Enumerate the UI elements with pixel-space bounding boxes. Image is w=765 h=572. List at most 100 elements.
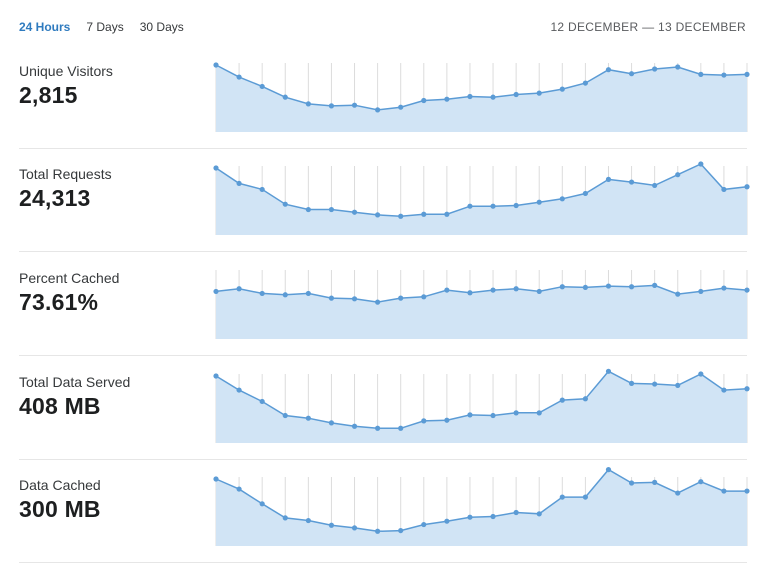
- data-point: [698, 371, 704, 377]
- data-point: [628, 284, 635, 290]
- data-point: [236, 74, 242, 80]
- data-point: [259, 501, 265, 507]
- data-point: [721, 72, 727, 78]
- data-point: [421, 211, 427, 217]
- data-point: [375, 425, 381, 431]
- metric-label: Percent Cached: [19, 270, 120, 286]
- data-point: [605, 176, 612, 182]
- metric-value: 24,313: [19, 185, 91, 211]
- data-point: [421, 97, 427, 104]
- data-point: [513, 202, 519, 209]
- data-point: [513, 509, 519, 516]
- data-point: [351, 296, 358, 302]
- data-point: [467, 514, 473, 520]
- data-point: [559, 86, 565, 92]
- date-range-label: 12 DECEMBER — 13 DECEMBER: [550, 20, 746, 34]
- data-point: [675, 291, 681, 297]
- data-point: [351, 209, 358, 215]
- data-point: [605, 368, 612, 374]
- data-point: [698, 161, 704, 167]
- data-point: [628, 380, 635, 386]
- data-point: [213, 476, 219, 482]
- data-point: [282, 94, 288, 100]
- metric-value: 408 MB: [19, 393, 101, 419]
- tab-24-hours[interactable]: 24 Hours: [19, 20, 71, 34]
- data-point: [213, 373, 219, 379]
- data-point: [444, 518, 450, 524]
- data-point: [652, 282, 658, 288]
- data-point: [305, 206, 311, 213]
- data-point: [582, 284, 588, 291]
- data-point: [744, 386, 750, 392]
- data-point: [467, 203, 473, 209]
- metric-unique-visitors: Unique Visitors 2,815: [19, 45, 750, 149]
- data-point: [744, 71, 750, 77]
- data-point: [421, 521, 427, 528]
- data-point: [698, 479, 704, 485]
- metric-data-cached: Data Cached 300 MB: [19, 459, 750, 563]
- data-point: [628, 71, 635, 77]
- time-range-tabs: 24 Hours 7 Days 30 Days: [19, 20, 184, 34]
- data-point: [305, 290, 311, 297]
- data-point: [536, 511, 542, 517]
- data-point: [375, 528, 381, 534]
- data-point: [305, 517, 311, 524]
- data-point: [398, 104, 404, 110]
- sparkline-chart: [213, 62, 750, 132]
- data-point: [236, 286, 242, 292]
- data-point: [490, 203, 496, 209]
- data-point: [328, 103, 335, 109]
- data-point: [398, 527, 404, 534]
- data-point: [513, 286, 519, 292]
- data-point: [513, 91, 519, 98]
- data-point: [375, 107, 381, 113]
- data-point: [490, 94, 496, 100]
- data-point: [305, 415, 311, 421]
- tab-30-days[interactable]: 30 Days: [139, 20, 184, 34]
- data-point: [652, 381, 658, 387]
- metric-total-data-served: Total Data Served 408 MB: [19, 356, 750, 460]
- data-point: [305, 101, 311, 107]
- data-point: [351, 102, 358, 108]
- series-line: [215, 468, 747, 533]
- data-point: [259, 290, 265, 297]
- data-point: [675, 490, 681, 496]
- data-point: [490, 287, 496, 293]
- metric-total-requests: Total Requests 24,313: [19, 148, 750, 252]
- data-point: [490, 513, 496, 520]
- data-point: [421, 418, 427, 424]
- data-point: [721, 285, 727, 291]
- data-point: [605, 283, 612, 289]
- series-line: [215, 163, 748, 217]
- data-point: [675, 382, 681, 388]
- data-point: [421, 294, 427, 300]
- data-point: [282, 412, 288, 419]
- data-point: [398, 295, 404, 301]
- data-point: [559, 397, 565, 403]
- data-point: [444, 417, 450, 423]
- data-point: [652, 66, 658, 72]
- data-point: [652, 182, 658, 189]
- data-point: [351, 423, 358, 429]
- sparkline-chart: [213, 270, 750, 339]
- series-line: [215, 370, 748, 430]
- data-point: [744, 184, 750, 190]
- data-point: [582, 494, 588, 500]
- metric-value: 73.61%: [19, 289, 99, 315]
- data-point: [513, 410, 519, 416]
- data-point: [236, 387, 242, 393]
- data-point: [628, 480, 635, 486]
- data-point: [328, 420, 335, 426]
- data-point: [721, 387, 727, 393]
- data-point: [605, 67, 612, 73]
- data-point: [444, 287, 450, 293]
- tab-7-days[interactable]: 7 Days: [86, 20, 124, 34]
- metric-label: Total Requests: [19, 166, 112, 182]
- series-line: [215, 284, 748, 303]
- data-point: [375, 299, 381, 305]
- data-point: [444, 96, 450, 102]
- data-point: [721, 488, 727, 494]
- data-point: [490, 412, 496, 419]
- data-point: [744, 287, 750, 293]
- data-point: [467, 93, 473, 100]
